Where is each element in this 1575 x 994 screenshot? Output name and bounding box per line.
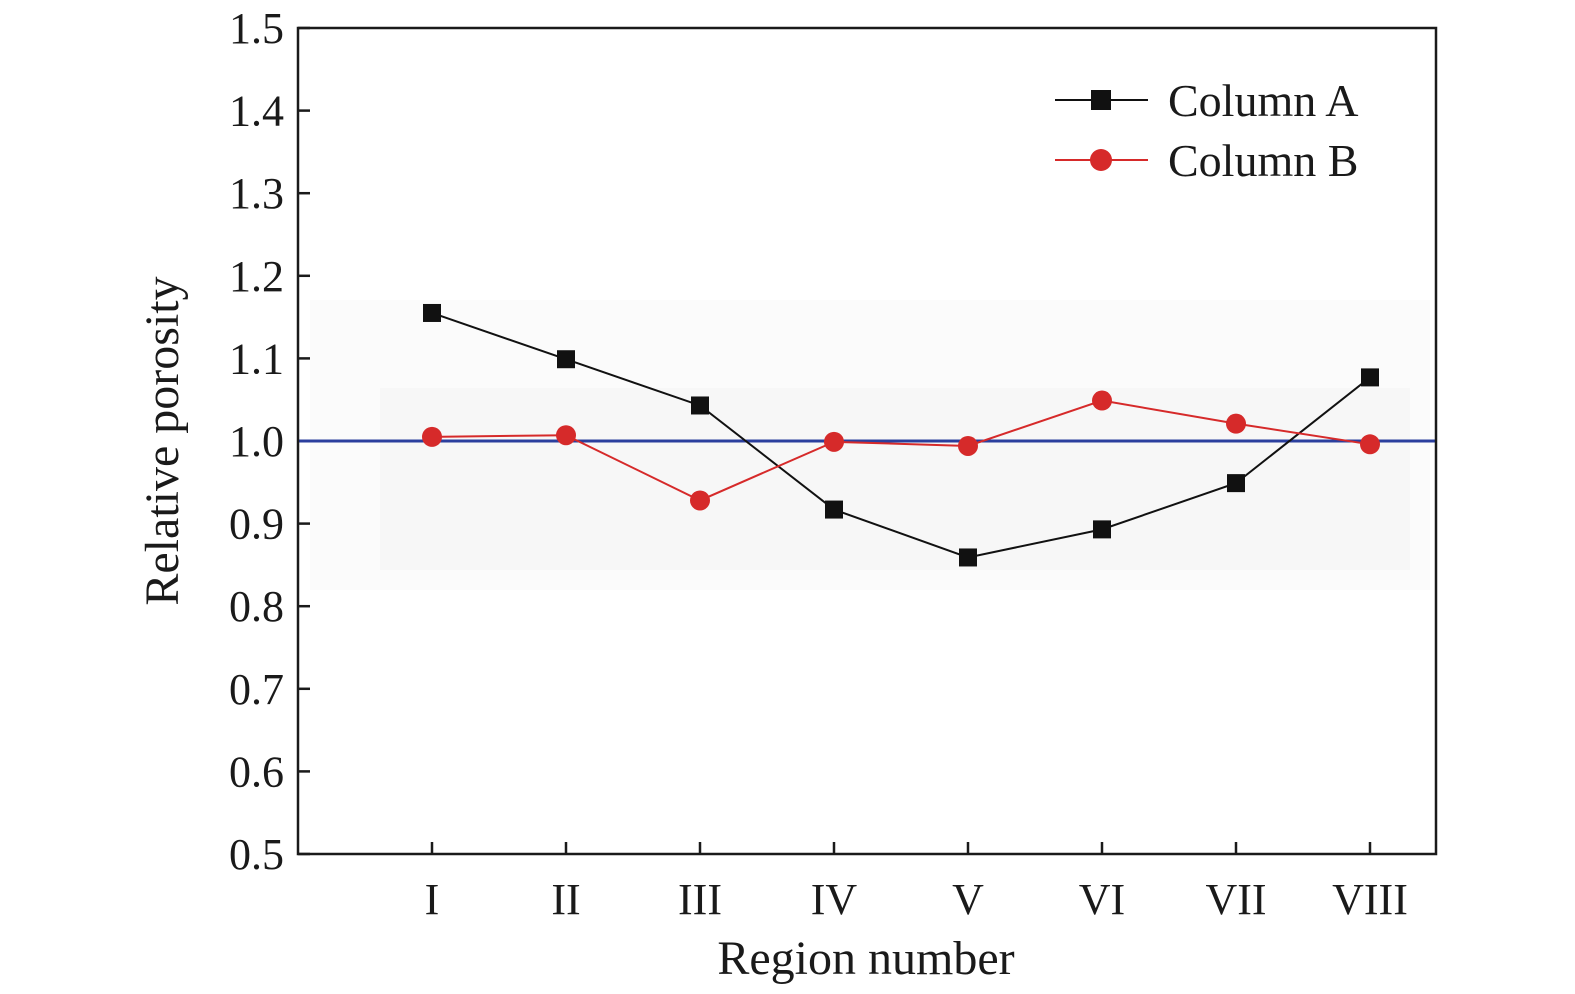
x-tick-label-2: III <box>678 875 722 924</box>
point-column-a-III <box>691 396 709 415</box>
point-column-a-VIII <box>1361 368 1379 387</box>
x-tick-label-7: VIII <box>1332 875 1408 924</box>
y-tick-label-8: 1.3 <box>229 169 284 218</box>
x-tick-label-5: VI <box>1079 875 1125 924</box>
y-tick-label-4: 0.9 <box>229 500 284 549</box>
point-column-b-VII <box>1226 413 1246 434</box>
legend-label-column-a: Column A <box>1168 75 1358 126</box>
series-line-column-b <box>431 399 1371 502</box>
legend-marker-column-a <box>1091 90 1111 110</box>
point-column-b-IV <box>824 431 844 452</box>
x-tick-label-4: V <box>952 875 984 924</box>
point-column-b-I <box>422 426 442 447</box>
point-column-a-I <box>423 303 441 322</box>
y-tick-label-2: 0.7 <box>229 665 284 714</box>
point-column-b-VIII <box>1360 434 1380 455</box>
point-column-a-V <box>959 548 977 567</box>
point-column-a-VII <box>1227 474 1245 493</box>
legend: Column A Column B <box>1055 75 1358 186</box>
point-column-b-III <box>690 490 710 511</box>
y-tick-label-3: 0.8 <box>229 582 284 631</box>
x-axis-title: Region number <box>717 932 1014 985</box>
x-tick-label-6: VII <box>1205 875 1266 924</box>
y-axis-title: Relative porosity <box>136 276 189 605</box>
x-tick-label-3: IV <box>811 875 858 924</box>
point-column-a-VI <box>1093 520 1111 539</box>
point-column-b-VI <box>1092 390 1112 411</box>
band-inner <box>380 388 1410 570</box>
y-tick-label-10: 1.5 <box>229 4 284 53</box>
point-column-b-II <box>556 425 576 446</box>
point-column-a-II <box>557 350 575 369</box>
y-tick-label-0: 0.5 <box>229 830 284 879</box>
point-column-b-V <box>958 435 978 456</box>
x-tick-label-1: II <box>551 875 580 924</box>
plot-frame <box>296 26 1438 856</box>
y-tick-label-1: 0.6 <box>229 747 284 796</box>
y-tick-label-6: 1.1 <box>229 334 284 383</box>
legend-marker-column-b <box>1090 149 1112 171</box>
y-tick-label-5: 1.0 <box>229 417 284 466</box>
point-column-a-IV <box>825 500 843 519</box>
series-line-column-a <box>431 312 1371 559</box>
x-tick-label-0: I <box>425 875 440 924</box>
y-tick-label-7: 1.2 <box>229 252 284 301</box>
y-tick-label-9: 1.4 <box>229 87 284 136</box>
legend-label-column-b: Column B <box>1168 135 1358 186</box>
